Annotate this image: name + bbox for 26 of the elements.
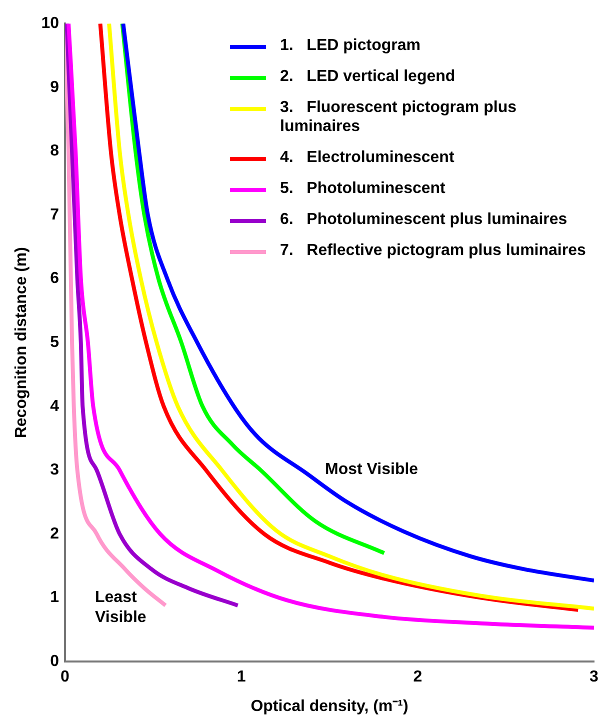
legend-label: 6. Photoluminescent plus luminaires [280,210,568,229]
y-tick-label: 3 [50,462,60,479]
y-tick-label: 9 [50,78,60,96]
annotation: Most Visible [325,460,418,480]
x-tick-label: 1 [236,668,246,686]
y-tick-label: 2 [50,525,60,542]
y-tick-label: 8 [50,142,60,160]
x-tick-label: 3 [590,668,599,686]
y-tick-label: 0 [50,653,60,670]
legend-label: 7. Reflective pictogram plus luminaires [280,241,587,260]
y-axis-title: Recognition distance (m) [13,247,30,438]
legend-label: 1. LED pictogram [280,36,422,55]
legend-label: 5. Photoluminescent [280,179,446,198]
y-tick-label: 1 [50,589,60,606]
legend-label: 2. LED vertical legend [280,67,456,86]
y-tick-label: 10 [41,15,60,32]
y-tick-label: 7 [50,206,60,224]
legend-label: 3. Fluorescent pictogram plus luminaires [280,98,518,136]
x-axis-title: Optical density, (m⁻¹) [250,698,408,715]
y-tick-label: 6 [50,270,60,288]
legend-label: 4. Electroluminescent [280,148,456,167]
line-series [64,24,240,608]
y-tick-label: 5 [50,334,60,352]
annotation: Least Visible [95,588,146,628]
y-tick-label: 4 [50,398,60,415]
x-tick-label: 2 [413,668,422,686]
